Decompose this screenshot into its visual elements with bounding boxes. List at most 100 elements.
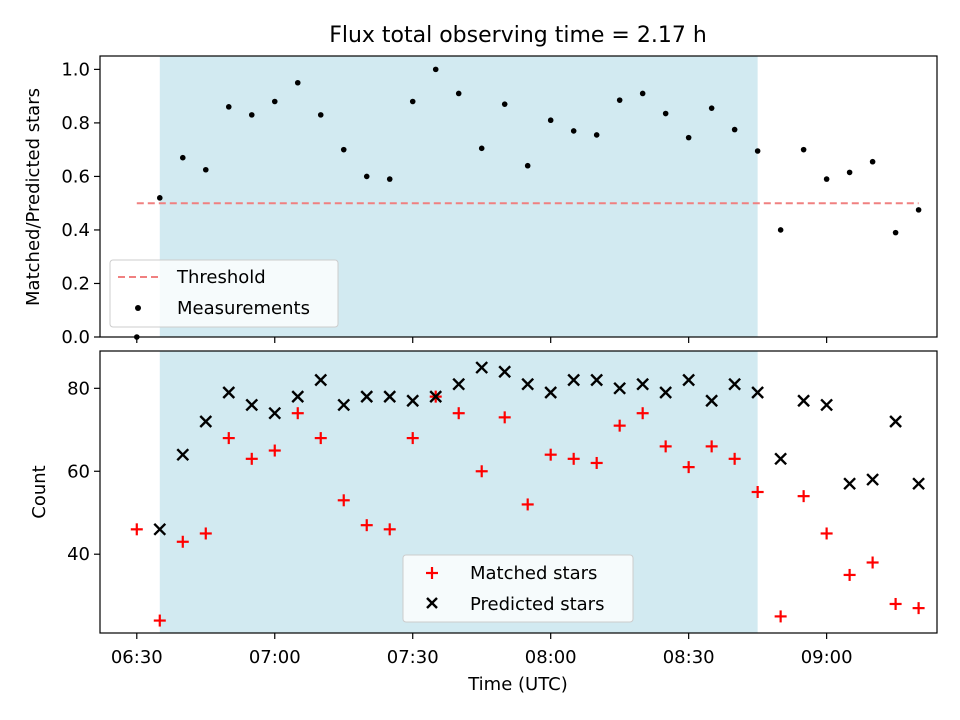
predicted-stars-point — [728, 377, 741, 391]
predicted-stars-point — [774, 452, 787, 466]
matched-stars-point — [337, 494, 350, 507]
predicted-stars-point — [567, 373, 581, 387]
predicted-stars-point — [889, 415, 902, 428]
axes-frame — [99, 350, 938, 634]
measurements-point — [593, 132, 600, 138]
matched-stars-point — [130, 523, 143, 536]
measurements-point — [800, 146, 807, 153]
measurements-point — [708, 105, 715, 111]
top-legend: Threshold Measurements — [109, 259, 339, 328]
matched-stars-point — [889, 597, 902, 610]
matched-legend-label: Matched stars — [470, 563, 597, 584]
predicted-stars-point — [314, 373, 328, 387]
bottom-legend: Matched stars Predicted stars — [402, 554, 634, 623]
predicted-stars-point — [268, 406, 282, 420]
predicted-stars-point — [866, 473, 879, 486]
y-tick-label: 40 — [67, 544, 90, 565]
measurements-point — [409, 98, 416, 105]
measurements-point — [179, 154, 186, 161]
matched-stars-point — [475, 465, 488, 478]
measurements-point — [363, 173, 370, 180]
predicted-legend-label: Predicted stars — [470, 594, 604, 615]
measurements-point — [662, 110, 669, 117]
matched-stars-point — [912, 602, 925, 615]
predicted-stars-point — [682, 373, 696, 387]
matched-stars-point — [774, 610, 787, 623]
matched-stars-point — [153, 614, 166, 627]
predicted-stars-point — [820, 398, 833, 412]
measurements-point — [156, 195, 163, 201]
measurements-legend-swatch — [135, 305, 141, 311]
matched-stars-point — [590, 456, 603, 469]
x-tick-label: 07:30 — [387, 647, 439, 668]
matched-stars-point — [245, 452, 258, 465]
matched-stars-point — [268, 444, 281, 457]
matched-stars-point — [222, 432, 235, 445]
top-y-axis-label: Matched/Predicted stars — [23, 88, 44, 306]
measurements-point — [386, 176, 393, 182]
matched-stars-point — [728, 452, 741, 465]
matched-stars-point — [682, 461, 695, 474]
measurements-point — [639, 90, 646, 97]
predicted-stars-point — [751, 386, 764, 399]
measurements-point — [823, 176, 830, 182]
predicted-stars-point — [452, 377, 466, 391]
y-tick-label: 80 — [67, 378, 90, 399]
measurements-point — [754, 148, 761, 154]
axes-frame — [99, 55, 938, 338]
x-tick-label: 08:00 — [525, 647, 577, 668]
predicted-stars-point — [797, 394, 810, 408]
matched-stars-point — [176, 535, 189, 548]
matched-stars-point — [613, 419, 626, 432]
y-tick-label: 0.2 — [61, 273, 90, 294]
x-tick-label: 07:00 — [249, 647, 301, 668]
x-tick-label: 09:00 — [801, 647, 853, 668]
predicted-stars-point — [659, 386, 673, 399]
bottom-y-axis-label: Count — [29, 465, 50, 518]
predicted-stars-point — [475, 361, 489, 374]
matched-stars-point — [199, 527, 212, 540]
bottom-plot-area: 40 60 80 06:30 07:00 07:30 08:00 08:30 09:00 — [67, 350, 938, 668]
predicted-stars-point — [245, 398, 259, 412]
matched-stars-point — [636, 407, 649, 420]
measurements-point — [202, 166, 209, 173]
measurements-point — [225, 104, 232, 110]
measurements-point — [340, 146, 347, 153]
matched-stars-point — [498, 411, 511, 424]
matched-stars-point — [820, 527, 833, 540]
x-axis-label: Time (UTC) — [467, 674, 568, 695]
threshold-legend-label: Threshold — [176, 267, 266, 288]
measurements-point — [455, 90, 462, 97]
measurements-point — [294, 79, 301, 86]
measurements-point — [478, 145, 485, 152]
predicted-stars-point — [176, 448, 190, 462]
predicted-stars-point — [705, 394, 719, 408]
measurements-point — [731, 126, 738, 133]
measurements-legend-label: Measurements — [177, 298, 310, 319]
predicted-stars-point — [199, 415, 213, 428]
measurements-point — [869, 158, 876, 165]
predicted-stars-point — [337, 398, 351, 412]
matched-stars-point — [406, 432, 419, 445]
predicted-legend-swatch — [426, 597, 438, 609]
matched-stars-point — [360, 519, 373, 532]
y-tick-label: 0.6 — [61, 166, 90, 187]
y-tick-label: 1.0 — [61, 59, 90, 80]
matched-stars-point — [544, 448, 557, 461]
predicted-stars-point — [912, 477, 925, 491]
matched-stars-point — [567, 452, 580, 465]
bottom-legend-box — [402, 554, 634, 623]
measurements-point — [271, 98, 278, 105]
predicted-stars-point — [590, 373, 604, 387]
predicted-stars-point — [383, 390, 397, 403]
predicted-stars-point — [291, 390, 305, 403]
predicted-stars-point — [406, 394, 420, 408]
measurements-point — [777, 227, 784, 233]
measurements-point — [616, 97, 623, 103]
predicted-stars-point — [544, 386, 558, 399]
measurements-point — [570, 128, 577, 134]
measurements-point — [846, 169, 853, 176]
matched-stars-point — [659, 440, 672, 453]
measurements-point — [915, 207, 922, 213]
